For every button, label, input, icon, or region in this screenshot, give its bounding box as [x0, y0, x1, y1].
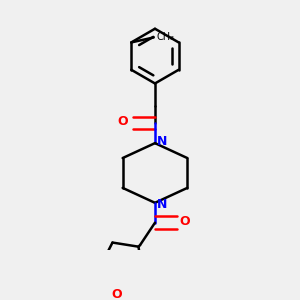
Text: N: N	[157, 198, 167, 211]
Text: O: O	[180, 215, 190, 228]
Text: N: N	[157, 135, 167, 148]
Text: O: O	[117, 116, 128, 128]
Text: CH₃: CH₃	[156, 32, 174, 42]
Text: O: O	[111, 288, 122, 300]
